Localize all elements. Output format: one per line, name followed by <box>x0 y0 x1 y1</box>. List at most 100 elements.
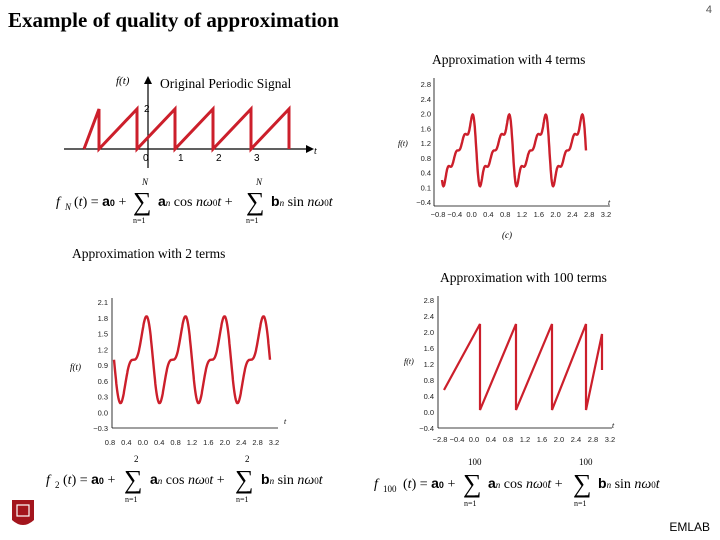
formula-hundred-terms: f 100 (t) = a0 + 100 ∑ n=1 an cos nω0t +… <box>374 457 661 508</box>
x-tick-8: 2.4 <box>567 210 577 219</box>
y-axis-label: f(t) <box>116 75 130 87</box>
formula-sum-lower-1: n=1 <box>133 216 146 225</box>
formula-general: f N (t) = a0 + N ∑ n=1 an cos nω0t + N ∑… <box>56 177 334 225</box>
sum-symbol-icon: ∑ <box>124 465 143 494</box>
x-tick-0: 0 <box>143 153 149 164</box>
x-tick-1: −0.4 <box>447 210 462 219</box>
x-tick-7: 2.0 <box>550 210 560 219</box>
svg-text:bn sin nω0t: bn sin nω0t <box>271 193 334 210</box>
x-tick-2: 0.0 <box>469 435 479 444</box>
university-logo <box>12 500 34 525</box>
x-tick-5: 1.2 <box>187 438 197 447</box>
y-tick-8: −0.3 <box>93 424 108 433</box>
x-tick-3: 0.4 <box>154 438 164 447</box>
svg-text:bn sin nω0t: bn sin nω0t <box>261 471 324 488</box>
y-tick-8: −0.4 <box>416 198 431 207</box>
x-tick-2: 2 <box>216 153 222 164</box>
formula-sum-upper-1: 100 <box>468 457 482 467</box>
svg-text:an cos nω0t +: an cos nω0t + <box>158 193 233 210</box>
caption-two-terms: Approximation with 2 terms <box>72 246 226 261</box>
shield-icon <box>12 500 34 525</box>
y-axis-label: f(t) <box>404 357 414 366</box>
x-tick-3: 3 <box>254 153 260 164</box>
x-tick-4: 0.8 <box>503 435 513 444</box>
caption-original: Original Periodic Signal <box>160 76 292 91</box>
svg-text:an cos nω0t +: an cos nω0t + <box>150 471 225 488</box>
caption-four-terms: Approximation with 4 terms <box>432 52 586 67</box>
y-tick-2: 2.0 <box>421 110 431 119</box>
peak-label: 2 <box>144 104 150 115</box>
y-tick-3: 1.2 <box>98 345 108 354</box>
svg-text:(t) = a0 +: (t) = a0 + <box>74 193 126 210</box>
y-tick-4: 1.2 <box>424 360 434 369</box>
two-terms-plot: f(t) t 2.1 1.8 1.5 1.2 0.9 0.6 0.3 0.0 −0.3 0.8 0.… <box>70 298 287 447</box>
y-tick-0: 2.8 <box>421 80 431 89</box>
y-tick-2: 2.0 <box>424 328 434 337</box>
y-tick-4: 0.9 <box>98 361 108 370</box>
x-tick-5: 1.2 <box>520 435 530 444</box>
y-tick-1: 2.4 <box>421 95 431 104</box>
y-tick-1: 2.4 <box>424 312 434 321</box>
y-tick-6: 0.3 <box>98 393 108 402</box>
formula-sum-upper-2: N <box>255 177 263 187</box>
y-tick-7: 0.0 <box>98 408 108 417</box>
x-tick-0: −0.8 <box>431 210 446 219</box>
x-tick-6: 1.6 <box>203 438 213 447</box>
x-tick-10: 3.2 <box>269 438 279 447</box>
sum-symbol-icon-2: ∑ <box>573 469 592 498</box>
x-tick-9: 2.8 <box>584 210 594 219</box>
y-tick-3: 1.6 <box>421 124 431 133</box>
formula-sum-upper-2: 2 <box>245 454 250 464</box>
y-axis-label: f(t) <box>398 139 408 148</box>
formula-lhs: f <box>374 477 380 492</box>
y-tick-0: 2.1 <box>98 298 108 307</box>
x-tick-2: 0.0 <box>138 438 148 447</box>
sum-symbol-icon-2: ∑ <box>235 465 254 494</box>
x-tick-1: −0.4 <box>450 435 465 444</box>
x-tick-4: 0.8 <box>500 210 510 219</box>
formula-sum-lower-2: n=1 <box>236 495 249 504</box>
x-tick-8: 2.4 <box>571 435 581 444</box>
x-tick-7: 2.0 <box>554 435 564 444</box>
x-axis-label: t <box>608 198 611 207</box>
y-tick-5: 0.6 <box>98 377 108 386</box>
svg-text:(t) = a0 +: (t) = a0 + <box>63 471 115 488</box>
two-terms-curve <box>112 315 272 405</box>
y-tick-5: 0.8 <box>424 376 434 385</box>
y-tick-2: 1.5 <box>98 330 108 339</box>
x-tick-5: 1.2 <box>517 210 527 219</box>
y-tick-4: 1.2 <box>421 139 431 148</box>
sum-symbol-icon: ∑ <box>463 469 482 498</box>
x-tick-3: 0.4 <box>483 210 493 219</box>
formula-sum-lower-2: n=1 <box>246 216 259 225</box>
x-tick-6: 1.6 <box>537 435 547 444</box>
formula-sum-lower-1: n=1 <box>464 499 477 508</box>
formula-sum-upper-1: 2 <box>134 454 139 464</box>
caption-hundred-terms: Approximation with 100 terms <box>440 270 607 285</box>
formula-two-terms: f 2 (t) = a0 + 2 ∑ n=1 an cos nω0t + 2 ∑… <box>46 454 324 504</box>
x-tick-9: 2.8 <box>588 435 598 444</box>
y-axis-arrow <box>144 76 152 84</box>
formula-lhs-sub: 2 <box>55 480 60 490</box>
formula-lhs-sub: N <box>64 202 72 212</box>
formula-sum-upper-2: 100 <box>579 457 593 467</box>
formula-sum-upper-1: N <box>141 177 149 187</box>
y-tick-6: 0.4 <box>421 169 431 178</box>
x-tick-1: 0.4 <box>121 438 131 447</box>
page-number: 4 <box>705 4 712 16</box>
y-tick-1: 1.8 <box>98 314 108 323</box>
slide-title: Example of quality of approximation <box>8 8 339 32</box>
footer-label: EMLAB <box>669 520 710 534</box>
original-signal-plot: f(t) t 2 0 1 2 3 <box>64 75 317 168</box>
y-tick-7: 0.0 <box>424 408 434 417</box>
x-axis-label: t <box>314 146 317 157</box>
x-tick-10: 3.2 <box>605 435 615 444</box>
x-tick-0: 0.8 <box>105 438 115 447</box>
x-tick-1: 1 <box>178 153 184 164</box>
svg-text:bn sin nω0t: bn sin nω0t <box>598 475 661 492</box>
four-terms-plot: f(t) t 2.8 2.4 2.0 1.6 1.2 0.8 0.4 0.1 −0.4−0.8−… <box>398 78 611 240</box>
y-tick-3: 1.6 <box>424 344 434 353</box>
x-tick-4: 0.8 <box>170 438 180 447</box>
x-tick-0: −2.8 <box>433 435 448 444</box>
sum-symbol-icon: ∑ <box>133 187 152 216</box>
